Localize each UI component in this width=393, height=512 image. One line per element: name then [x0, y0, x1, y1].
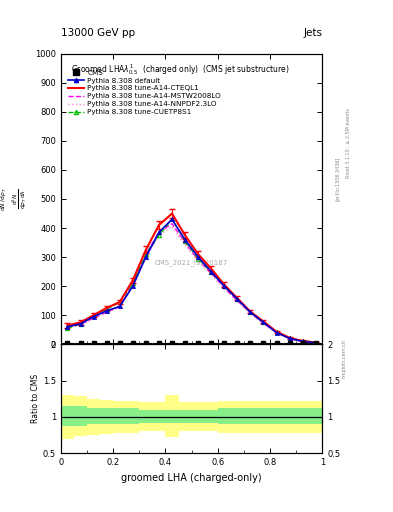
Text: Jets: Jets	[303, 28, 322, 38]
Y-axis label: Ratio to CMS: Ratio to CMS	[31, 374, 40, 423]
Text: 13000 GeV pp: 13000 GeV pp	[61, 28, 135, 38]
Y-axis label: $\frac{1}{\mathrm{d}N\,/\,\mathrm{d}p_T}$
$\frac{\mathrm{d}^2N}{\mathrm{d}p_T\,\: $\frac{1}{\mathrm{d}N\,/\,\mathrm{d}p_T}…	[0, 187, 29, 211]
Text: mcplots.cern.ch: mcplots.cern.ch	[342, 339, 346, 378]
Legend: CMS, Pythia 8.308 default, Pythia 8.308 tune-A14-CTEQL1, Pythia 8.308 tune-A14-M: CMS, Pythia 8.308 default, Pythia 8.308 …	[65, 67, 224, 118]
Text: CMS_2021_I1920187: CMS_2021_I1920187	[155, 260, 228, 266]
Text: [arXiv:1306.3436]: [arXiv:1306.3436]	[335, 157, 340, 201]
X-axis label: groomed LHA (charged-only): groomed LHA (charged-only)	[121, 473, 262, 482]
Text: Rivet 3.1.10 ; ≥ 2.5M events: Rivet 3.1.10 ; ≥ 2.5M events	[345, 109, 350, 178]
Text: Groomed LHA$\lambda^{1}_{0.5}$  (charged only)  (CMS jet substructure): Groomed LHA$\lambda^{1}_{0.5}$ (charged …	[72, 62, 290, 77]
